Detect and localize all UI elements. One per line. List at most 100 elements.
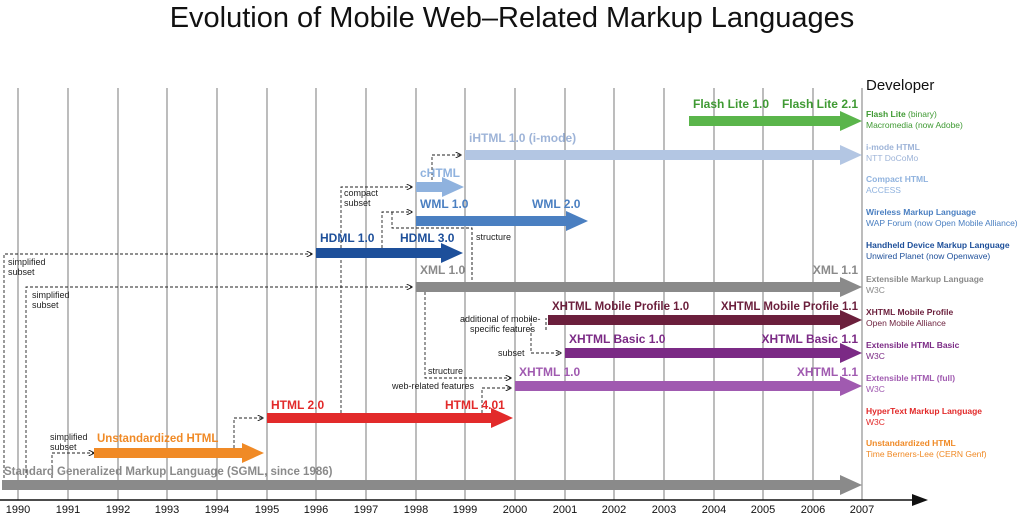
year-label-1998: 1998	[404, 504, 428, 516]
year-label-1995: 1995	[255, 504, 279, 516]
label-xml-11: XML 1.1	[813, 263, 858, 277]
label-xml-10: XML 1.0	[420, 263, 465, 277]
year-label-1994: 1994	[205, 504, 229, 516]
time-axis-arrowhead	[912, 494, 928, 506]
annotation-compact: compact	[344, 188, 379, 198]
annotation-subset-2: subset	[32, 300, 59, 310]
annotation-structure-wml: structure	[476, 232, 511, 242]
annotation-web-related: web-related features	[391, 381, 475, 391]
label-xhtml-mp-11: XHTML Mobile Profile 1.1	[721, 301, 859, 313]
dependency-connectors	[3, 155, 561, 478]
label-xhtml-basic-10: XHTML Basic 1.0	[569, 332, 666, 346]
developer-chtml-org: ACCESS	[866, 185, 901, 195]
developer-xml-org: W3C	[866, 285, 885, 295]
annotation-structure-xhtml: structure	[428, 366, 463, 376]
label-html-401: HTML 4.01	[445, 398, 505, 412]
year-gridlines	[17, 88, 863, 500]
annotation-subset-basic: subset	[498, 348, 525, 358]
year-label-2001: 2001	[553, 504, 577, 516]
unstandardized-html-arrow	[94, 443, 264, 463]
developer-xhtml-org: W3C	[866, 384, 885, 394]
label-xhtml-mp-10: XHTML Mobile Profile 1.0	[552, 301, 689, 313]
label-hdml-10: HDML 1.0	[320, 231, 375, 245]
developer-chtml-name: Compact HTML	[866, 174, 928, 184]
year-label-2005: 2005	[751, 504, 775, 516]
label-ihtml-10: iHTML 1.0 (i-mode)	[469, 131, 576, 145]
xhtml-arrow	[515, 376, 862, 396]
developer-hdml-name: Handheld Device Markup Language	[866, 240, 1010, 250]
developer-legend: Developer Flash Lite (binary) Macromedia…	[866, 77, 1018, 459]
year-label-1991: 1991	[56, 504, 80, 516]
year-label-1999: 1999	[453, 504, 477, 516]
developer-header: Developer	[866, 77, 934, 94]
label-sgml: Standard Generalized Markup Language (SG…	[4, 466, 333, 478]
developer-xml-name: Extensible Markup Language	[866, 274, 984, 284]
annotation-additional-1: additional of mobile-	[460, 314, 541, 324]
annotation-subset-3: subset	[50, 442, 77, 452]
annotation-simplified-2: simplified	[32, 290, 70, 300]
developer-hdml-org: Unwired Planet (now Openwave)	[866, 251, 990, 261]
developer-imode-name: i-mode HTML	[866, 142, 920, 152]
label-chtml: cHTML	[420, 166, 460, 180]
year-label-2007: 2007	[850, 504, 874, 516]
year-label-2006: 2006	[801, 504, 825, 516]
developer-flash-lite-name-suffix: (binary)	[906, 109, 937, 119]
label-xhtml-11: XHTML 1.1	[797, 365, 858, 379]
annotation-compact-subset: subset	[344, 198, 371, 208]
label-unstandardized-html: Unstandardized HTML	[97, 433, 218, 445]
label-xhtml-10: XHTML 1.0	[519, 365, 580, 379]
label-flash-lite-10: Flash Lite 1.0	[693, 97, 769, 111]
diagram-title: Evolution of Mobile Web–Related Markup L…	[169, 2, 855, 34]
label-wml-10: WML 1.0	[420, 197, 469, 211]
label-flash-lite-21: Flash Lite 2.1	[782, 97, 858, 111]
year-label-1993: 1993	[155, 504, 179, 516]
year-label-2004: 2004	[702, 504, 726, 516]
hdml-arrow	[316, 243, 463, 263]
developer-flash-lite-org: Macromedia (now Adobe)	[866, 120, 963, 130]
developer-flash-lite-name-main: Flash Lite	[866, 109, 906, 119]
sgml-arrow	[2, 475, 862, 495]
flash-lite-arrow	[689, 111, 862, 131]
developer-imode-org: NTT DoCoMo	[866, 153, 919, 163]
html-arrow	[267, 408, 513, 428]
year-label-1997: 1997	[354, 504, 378, 516]
xhtml-basic-arrow	[565, 343, 862, 363]
developer-xhtml-mp-name: XHTML Mobile Profile	[866, 307, 953, 317]
annotation-simplified-3: simplified	[50, 432, 88, 442]
developer-xhtml-basic-org: W3C	[866, 351, 885, 361]
developer-xhtml-name: Extensible HTML (full)	[866, 373, 955, 383]
year-labels: 1990 1991 1992 1993 1994 1995 1996 1997 …	[6, 504, 874, 516]
annotation-simplified-1: simplified	[8, 257, 46, 267]
developer-unstandardized-name: Unstandardized HTML	[866, 438, 956, 448]
annotation-subset-1: subset	[8, 267, 35, 277]
label-wml-20: WML 2.0	[532, 197, 581, 211]
wml-arrow	[416, 211, 588, 231]
year-label-1996: 1996	[304, 504, 328, 516]
ihtml-arrow	[465, 145, 862, 165]
developer-html-name: HyperText Markup Language	[866, 406, 982, 416]
developer-unstandardized-org: Time Berners-Lee (CERN Genf)	[866, 449, 987, 459]
chtml-arrow	[416, 177, 464, 197]
year-label-2002: 2002	[602, 504, 626, 516]
xml-arrow	[416, 277, 862, 297]
developer-wml-org: WAP Forum (now Open Mobile Alliance)	[866, 218, 1018, 228]
year-label-2000: 2000	[503, 504, 527, 516]
year-label-1992: 1992	[106, 504, 130, 516]
connector-annotations: compact subset structure simplified subs…	[8, 188, 541, 452]
label-html-20: HTML 2.0	[271, 398, 324, 412]
developer-wml-name: Wireless Markup Language	[866, 207, 976, 217]
label-xhtml-basic-11: XHTML Basic 1.1	[762, 332, 859, 346]
xhtml-mp-arrow	[548, 310, 862, 330]
language-arrows	[2, 111, 862, 495]
developer-xhtml-basic-name: Extensible HTML Basic	[866, 340, 960, 350]
developer-html-org: W3C	[866, 417, 885, 427]
version-labels: Flash Lite 1.0 Flash Lite 2.1 iHTML 1.0 …	[4, 97, 859, 478]
year-label-1990: 1990	[6, 504, 30, 516]
developer-flash-lite-name: Flash Lite (binary)	[866, 109, 937, 119]
annotation-additional-2: specific features	[470, 324, 536, 334]
year-label-2003: 2003	[652, 504, 676, 516]
label-hdml-30: HDML 3.0	[400, 231, 455, 245]
developer-xhtml-mp-org: Open Mobile Alliance	[866, 318, 946, 328]
